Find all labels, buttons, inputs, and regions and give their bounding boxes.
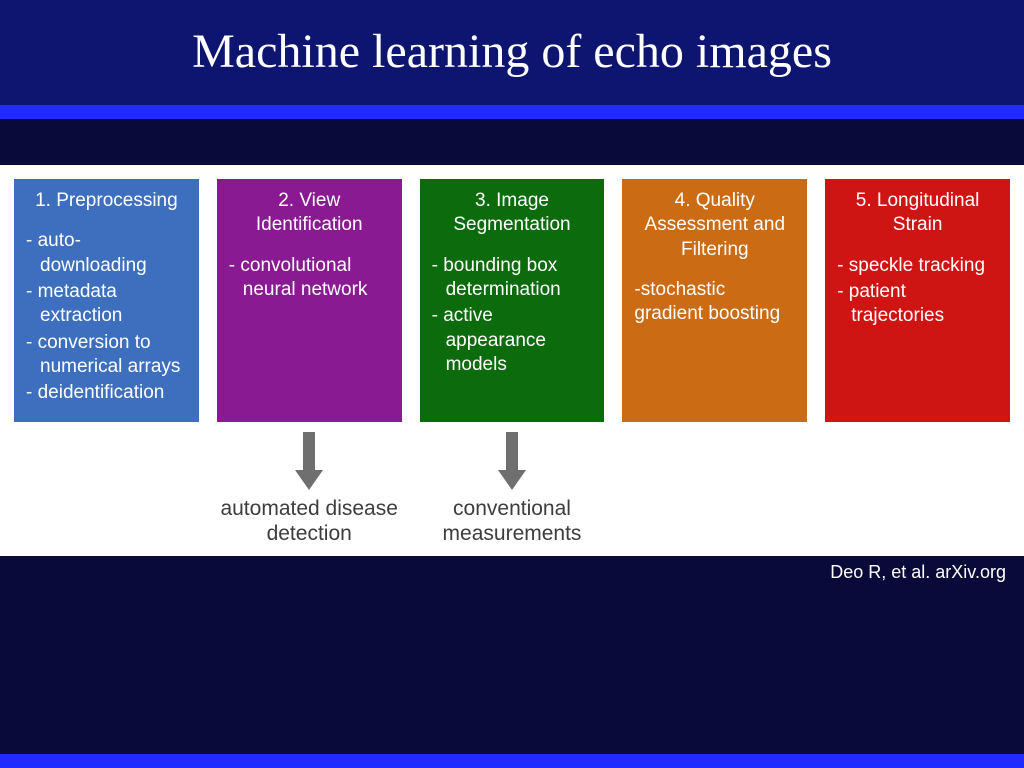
arrow-cell-empty <box>825 428 1010 546</box>
step-items: -stochastic gradient boosting <box>634 278 795 327</box>
step-title: 1. Preprocessing <box>26 189 187 213</box>
slide: Machine learning of echo images 1. Prepr… <box>0 0 1024 768</box>
citation: Deo R, et al. arXiv.org <box>0 556 1024 589</box>
arrow-label: automated disease detection <box>217 496 402 546</box>
arrows-row: automated disease detection conventional… <box>14 428 1010 546</box>
down-arrow-icon <box>502 432 522 490</box>
step-title: 3. Image Segmentation <box>432 189 593 238</box>
step-item: bounding box determination <box>432 254 593 303</box>
arrow-label: conventional measurements <box>420 496 605 546</box>
spacer <box>0 119 1024 165</box>
step-box-4: 4. Quality Assessment and Filtering -sto… <box>622 179 807 422</box>
bottom-fill <box>0 589 1024 754</box>
step-items: speckle tracking patient trajectories <box>837 254 998 329</box>
content-area: 1. Preprocessing auto-downloading metada… <box>0 165 1024 556</box>
step-item: patient trajectories <box>837 280 998 329</box>
step-title: 5. Longitudinal Strain <box>837 189 998 238</box>
step-items: bounding box determination active appear… <box>432 254 593 378</box>
steps-row: 1. Preprocessing auto-downloading metada… <box>14 179 1010 422</box>
down-arrow-icon <box>299 432 319 490</box>
step-title: 2. View Identification <box>229 189 390 238</box>
step-item: active appearance models <box>432 304 593 377</box>
arrow-cell-empty <box>622 428 807 546</box>
slide-title: Machine learning of echo images <box>20 24 1004 79</box>
accent-line-bottom <box>0 754 1024 768</box>
step-box-1: 1. Preprocessing auto-downloading metada… <box>14 179 199 422</box>
step-item: metadata extraction <box>26 280 187 329</box>
step-box-5: 5. Longitudinal Strain speckle tracking … <box>825 179 1010 422</box>
arrow-cell-empty <box>14 428 199 546</box>
step-item: deidentification <box>26 381 187 405</box>
step-item: convolutional neural network <box>229 254 390 303</box>
step-item: -stochastic gradient boosting <box>634 278 795 327</box>
step-items: auto-downloading metadata extraction con… <box>26 229 187 405</box>
step-title: 4. Quality Assessment and Filtering <box>634 189 795 262</box>
step-box-2: 2. View Identification convolutional neu… <box>217 179 402 422</box>
step-item: conversion to numerical arrays <box>26 331 187 380</box>
arrow-cell-3: conventional measurements <box>420 428 605 546</box>
accent-line-top <box>0 105 1024 119</box>
step-item: speckle tracking <box>837 254 998 278</box>
step-box-3: 3. Image Segmentation bounding box deter… <box>420 179 605 422</box>
step-item: auto-downloading <box>26 229 187 278</box>
arrow-cell-2: automated disease detection <box>217 428 402 546</box>
step-items: convolutional neural network <box>229 254 390 303</box>
title-bar: Machine learning of echo images <box>0 0 1024 105</box>
